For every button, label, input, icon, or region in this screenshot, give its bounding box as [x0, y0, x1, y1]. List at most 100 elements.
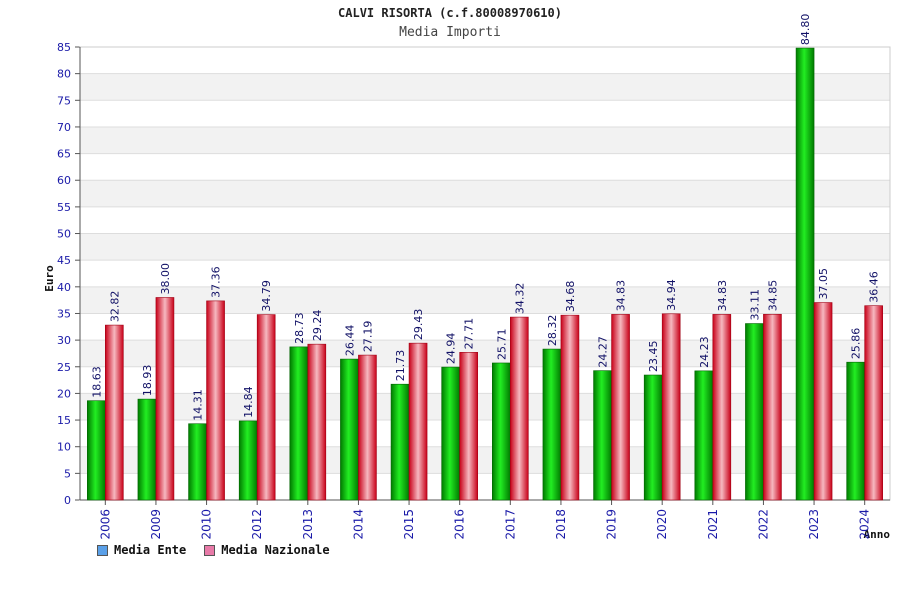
bar-media-ente	[340, 358, 359, 501]
y-tick-label: 65	[57, 148, 71, 161]
data-label: 24.23	[698, 336, 711, 368]
y-tick-label: 5	[64, 467, 71, 480]
bar-media-ente	[188, 423, 207, 501]
data-label: 23.45	[647, 341, 660, 373]
legend-label: Media Nazionale	[221, 543, 330, 557]
bar-media-nazionale	[813, 302, 833, 501]
y-tick-label: 0	[64, 494, 71, 507]
y-tick-label: 60	[57, 174, 71, 187]
bar-media-nazionale	[459, 352, 478, 501]
grid-band	[80, 73, 890, 101]
data-label: 18.93	[141, 365, 154, 397]
y-tick-label: 30	[57, 334, 71, 347]
x-tick-label: 2021	[706, 509, 720, 540]
bar-media-nazionale	[358, 354, 377, 501]
grid-band	[80, 180, 890, 207]
bar-media-ente	[694, 370, 714, 501]
data-label: 34.85	[766, 280, 779, 312]
data-label: 34.32	[513, 283, 526, 315]
bar-media-ente	[87, 400, 106, 501]
bar-media-ente	[390, 383, 410, 501]
bar-media-nazionale	[510, 316, 529, 501]
x-tick-label: 2018	[554, 509, 568, 540]
x-tick-label: 2014	[351, 509, 365, 540]
x-tick-label: 2019	[605, 509, 619, 540]
bar-media-nazionale	[256, 314, 276, 501]
bar-media-ente	[137, 398, 157, 501]
x-tick-label: 2022	[756, 509, 770, 540]
data-label: 34.83	[615, 280, 628, 312]
bar-media-nazionale	[408, 342, 428, 501]
x-tick-label: 2020	[655, 509, 669, 540]
data-label: 32.82	[108, 291, 121, 323]
bar-media-nazionale	[206, 300, 225, 501]
data-label: 84.80	[799, 14, 812, 46]
x-axis-title: Anno	[864, 528, 891, 541]
x-tick-label: 2006	[98, 509, 112, 540]
data-label: 26.44	[343, 325, 356, 357]
data-label: 25.71	[495, 328, 508, 360]
data-label: 25.86	[850, 328, 863, 360]
legend-item-media-ente: Media Ente	[97, 543, 186, 557]
data-label: 38.00	[159, 263, 172, 295]
legend-swatch-icon	[97, 544, 108, 556]
x-tick-label: 2017	[503, 509, 517, 540]
data-label: 34.79	[260, 280, 273, 312]
y-tick-label: 80	[57, 68, 71, 81]
bar-media-ente	[593, 370, 612, 501]
bar-media-ente	[289, 346, 309, 501]
x-tick-label: 2023	[807, 509, 821, 540]
y-tick-label: 75	[57, 94, 71, 107]
bar-media-nazionale	[712, 314, 732, 501]
grid-band	[80, 206, 890, 234]
x-tick-label: 2016	[453, 509, 467, 540]
y-tick-label: 70	[57, 121, 71, 134]
y-tick-label: 40	[57, 281, 71, 294]
data-label: 29.43	[412, 309, 425, 341]
grid-band	[80, 126, 890, 154]
y-tick-label: 15	[57, 414, 71, 427]
data-label: 27.71	[463, 318, 476, 350]
data-label: 18.63	[90, 366, 103, 398]
data-label: 36.46	[868, 271, 881, 303]
data-label: 21.73	[394, 350, 407, 382]
data-label: 28.73	[293, 312, 306, 344]
bar-media-nazionale	[307, 343, 327, 501]
grid-band	[80, 153, 890, 181]
data-label: 14.31	[192, 389, 205, 421]
bar-media-nazionale	[105, 324, 124, 501]
bar-media-nazionale	[560, 314, 580, 501]
x-tick-label: 2010	[200, 509, 214, 540]
bar-media-ente	[643, 374, 663, 501]
bar-media-nazionale	[661, 313, 681, 501]
data-label: 27.19	[361, 321, 374, 353]
data-label: 14.84	[242, 386, 255, 418]
y-tick-label: 35	[57, 307, 71, 320]
x-tick-label: 2024	[858, 509, 872, 540]
legend-item-media-nazionale: Media Nazionale	[204, 543, 330, 557]
y-tick-label: 45	[57, 254, 71, 267]
chart-title: CALVI RISORTA (c.f.80008970610)	[338, 6, 562, 20]
bar-media-ente	[441, 366, 460, 501]
bar-media-ente	[846, 361, 865, 501]
data-label: 29.24	[311, 310, 324, 342]
data-label: 37.05	[817, 268, 830, 300]
data-label: 37.36	[210, 266, 223, 298]
bar-media-ente	[238, 420, 258, 501]
x-tick-label: 2009	[149, 509, 163, 540]
bar-media-ente	[795, 47, 815, 501]
y-tick-label: 85	[57, 41, 71, 54]
bar-media-nazionale	[155, 297, 175, 501]
legend: Media Ente Media Nazionale	[97, 543, 330, 557]
grid-band	[80, 260, 890, 287]
chart-subtitle: Media Importi	[399, 25, 501, 40]
data-label: 24.94	[445, 333, 458, 365]
x-tick-label: 2013	[301, 509, 315, 540]
data-label: 28.32	[546, 315, 559, 347]
y-tick-label: 25	[57, 361, 71, 374]
bar-media-nazionale	[763, 313, 782, 501]
legend-label: Media Ente	[114, 543, 187, 557]
bar-media-ente	[542, 348, 562, 501]
legend-swatch-icon	[204, 544, 216, 556]
